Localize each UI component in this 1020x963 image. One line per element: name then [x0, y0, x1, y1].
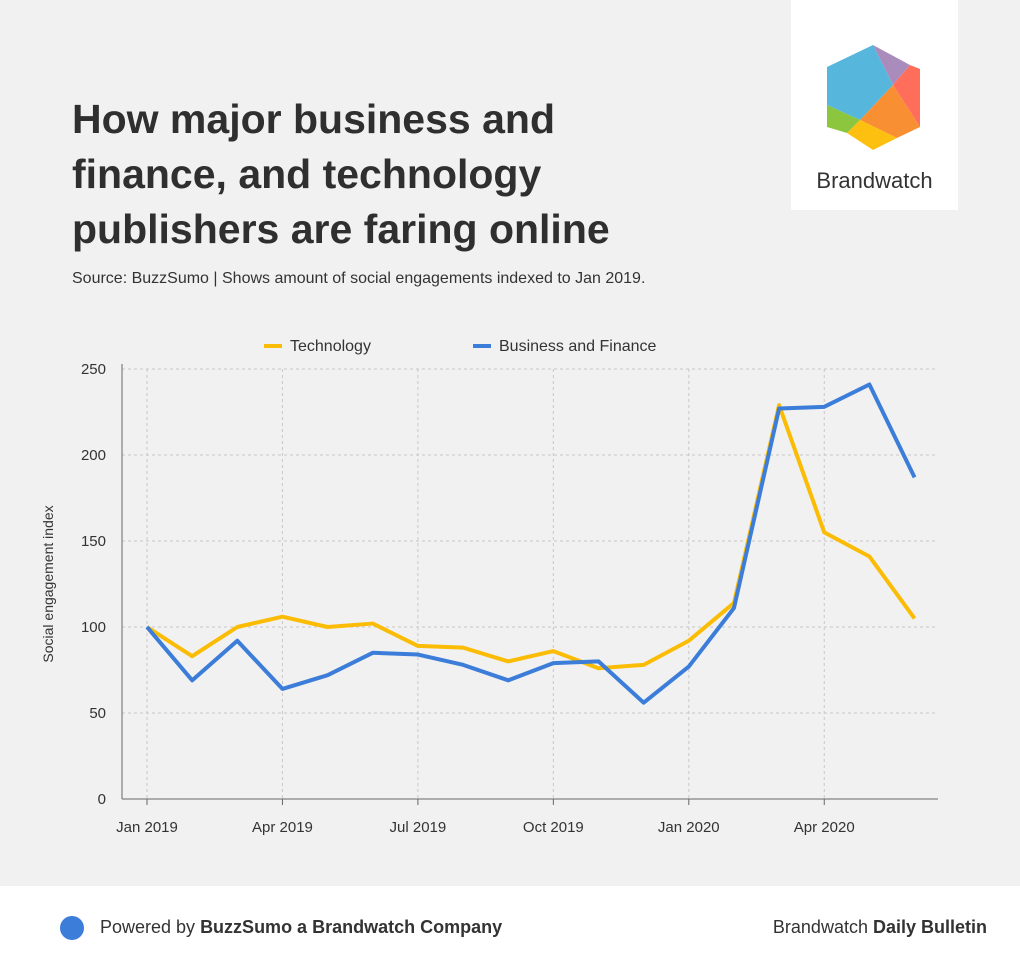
brandwatch-logo: Brandwatch	[791, 0, 958, 210]
y-tick-label: 150	[81, 533, 106, 550]
x-tick-label: Jan 2020	[658, 819, 720, 836]
x-tick-label: Oct 2019	[523, 819, 584, 836]
x-tick-label: Apr 2020	[794, 819, 855, 836]
powered-company: BuzzSumo a Brandwatch Company	[200, 917, 503, 937]
y-tick-label: 200	[81, 447, 106, 464]
y-tick-label: 0	[98, 791, 106, 808]
powered-by: Powered by BuzzSumo a Brandwatch Company	[100, 917, 502, 938]
y-axis-title: Social engagement index	[40, 505, 56, 662]
line-chart: 0 50 100 150 200 250 Jan 2019 Apr 2019 Jul 2019 O…	[40, 338, 938, 836]
series-line-technology	[145, 403, 917, 671]
powered-prefix: Powered by	[100, 917, 201, 937]
y-tick-label: 100	[81, 619, 106, 636]
x-tick-label: Apr 2019	[252, 819, 313, 836]
x-tick-label: Jul 2019	[390, 819, 447, 836]
logo-text: Brandwatch	[816, 168, 933, 193]
x-tick-label: Jan 2019	[116, 819, 178, 836]
footer	[0, 886, 1020, 963]
legend-label: Business and Finance	[499, 338, 657, 355]
source-note: Source: BuzzSumo | Shows amount of socia…	[72, 270, 646, 287]
bulletin-bold: Daily Bulletin	[872, 917, 987, 937]
y-tick-label: 250	[81, 361, 106, 378]
y-tick-label: 50	[89, 705, 106, 722]
page-title: How major business and finance, and tech…	[72, 96, 610, 252]
legend-label: Technology	[290, 338, 371, 355]
brandwatch-hexagon-icon	[827, 45, 920, 150]
series-line-business-and-finance	[145, 382, 917, 705]
bulletin-label: Brandwatch Daily Bulletin	[773, 917, 987, 938]
buzzsumo-dot-icon	[60, 916, 84, 940]
bulletin-prefix: Brandwatch	[772, 917, 873, 937]
